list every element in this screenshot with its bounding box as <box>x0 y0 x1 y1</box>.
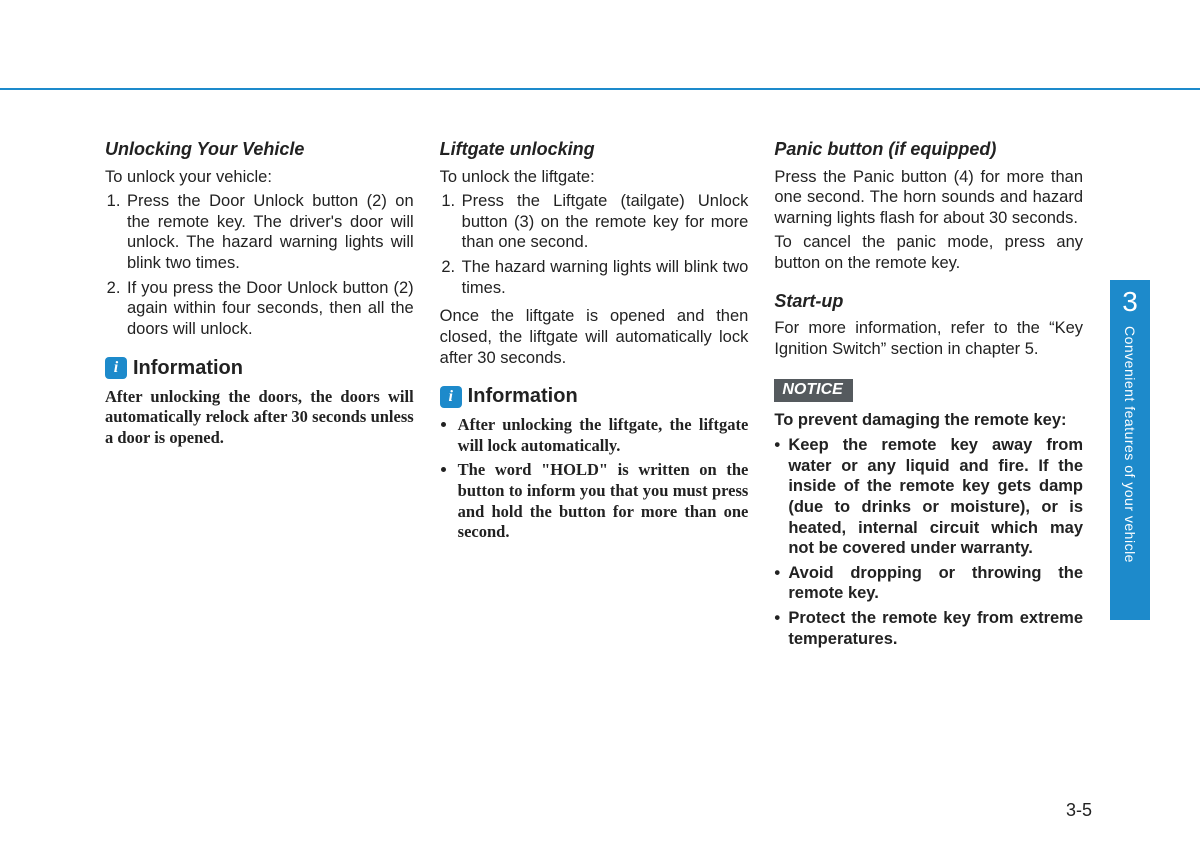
list-item: Press the Liftgate (tailgate) Unlock but… <box>460 191 749 253</box>
chapter-label: Convenient features of your vehicle <box>1122 326 1138 563</box>
chapter-number: 3 <box>1122 288 1138 316</box>
section-title-unlocking: Unlocking Your Vehicle <box>105 138 414 161</box>
list-item: Protect the remote key from extreme temp… <box>774 608 1083 649</box>
chapter-tab: 3 Convenient features of your vehicle <box>1110 280 1150 620</box>
intro-text: To unlock your vehicle: <box>105 167 414 188</box>
list-item: After unlocking the liftgate, the liftga… <box>458 415 749 456</box>
list-item: The hazard warning lights will blink two… <box>460 257 749 298</box>
list-item: Press the Door Unlock button (2) on the … <box>125 191 414 274</box>
column-2: Liftgate unlocking To unlock the liftgat… <box>440 138 749 653</box>
column-1: Unlocking Your Vehicle To unlock your ve… <box>105 138 414 653</box>
panic-p2: To cancel the panic mode, press any butt… <box>774 232 1083 273</box>
startup-body: For more information, refer to the “Key … <box>774 318 1083 359</box>
unlock-steps: Press the Door Unlock button (2) on the … <box>105 191 414 339</box>
top-rule <box>0 88 1200 90</box>
panic-p1: Press the Panic button (4) for more than… <box>774 167 1083 229</box>
column-3: Panic button (if equipped) Press the Pan… <box>774 138 1083 653</box>
page-content: Unlocking Your Vehicle To unlock your ve… <box>105 138 1083 653</box>
notice-badge: NOTICE <box>774 379 852 402</box>
info-icon: i <box>105 357 127 379</box>
list-item: If you press the Door Unlock button (2) … <box>125 278 414 340</box>
info-bullets: After unlocking the liftgate, the liftga… <box>440 415 749 543</box>
list-item: Keep the remote key away from water or a… <box>774 435 1083 559</box>
after-text: Once the liftgate is opened and then clo… <box>440 306 749 368</box>
information-heading: i Information <box>105 356 414 381</box>
intro-text: To unlock the liftgate: <box>440 167 749 188</box>
info-label: Information <box>468 384 578 409</box>
page-number: 3-5 <box>1066 800 1092 821</box>
notice-block: NOTICE <box>774 363 1083 410</box>
section-title-panic: Panic button (if equipped) <box>774 138 1083 161</box>
information-heading: i Information <box>440 384 749 409</box>
notice-list: Keep the remote key away from water or a… <box>774 435 1083 649</box>
notice-intro: To prevent damaging the remote key: <box>774 410 1083 431</box>
section-title-startup: Start-up <box>774 290 1083 313</box>
list-item: The word "HOLD" is written on the button… <box>458 460 749 543</box>
list-item: Avoid dropping or throwing the remote ke… <box>774 563 1083 604</box>
info-body: After unlocking the doors, the doors wil… <box>105 387 414 449</box>
section-title-liftgate: Liftgate unlocking <box>440 138 749 161</box>
info-label: Information <box>133 356 243 381</box>
liftgate-steps: Press the Liftgate (tailgate) Unlock but… <box>440 191 749 298</box>
info-icon: i <box>440 386 462 408</box>
